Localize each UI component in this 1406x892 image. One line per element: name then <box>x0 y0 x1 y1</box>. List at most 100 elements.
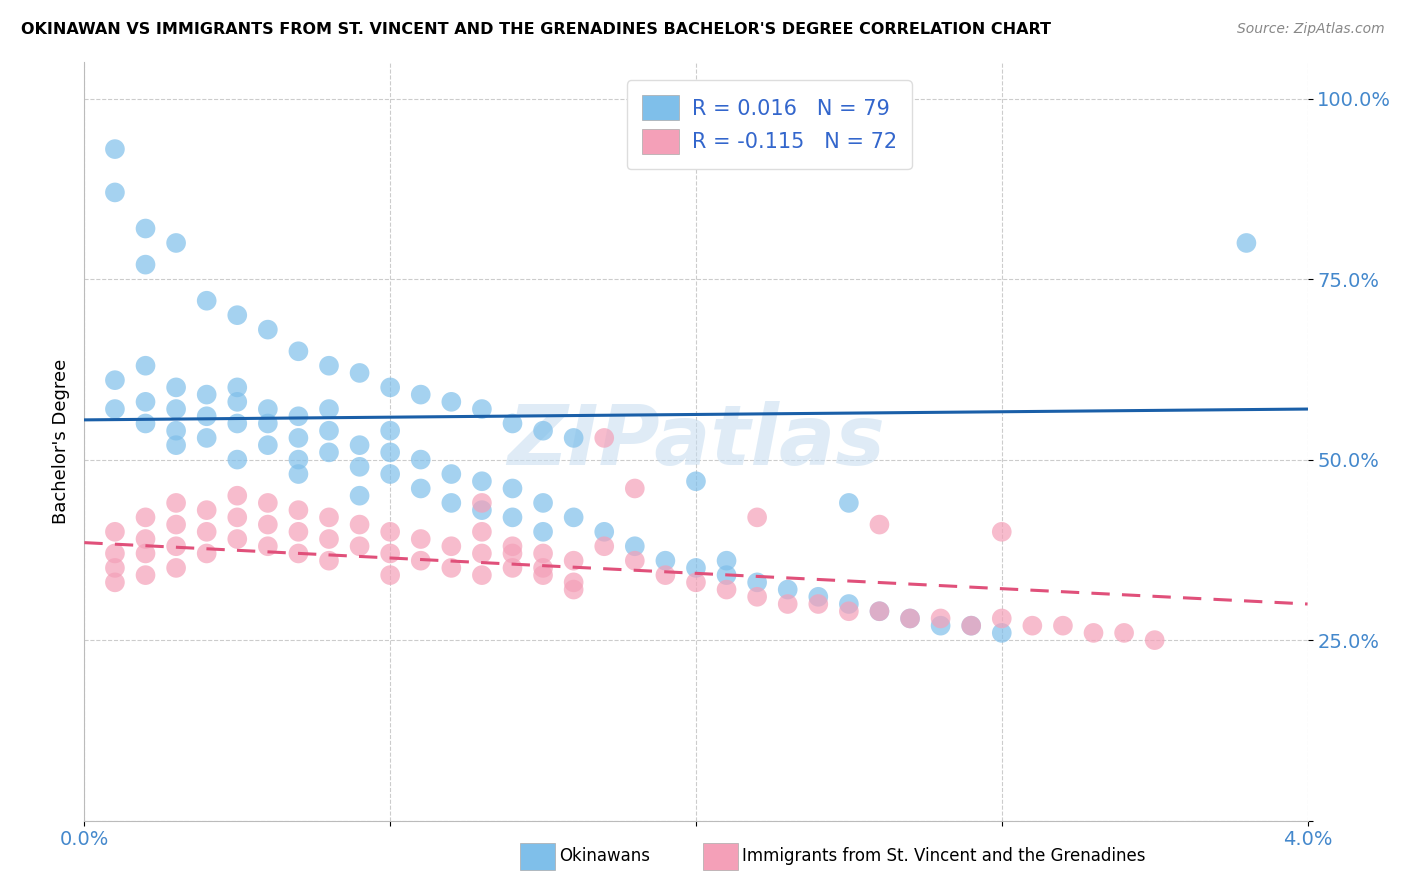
Point <box>838 597 860 611</box>
Point <box>716 568 738 582</box>
Point <box>502 561 524 575</box>
Point <box>104 561 127 575</box>
Point <box>287 503 309 517</box>
Point <box>654 554 676 568</box>
Point <box>409 554 432 568</box>
Point <box>807 590 830 604</box>
Point <box>380 546 402 560</box>
Point <box>747 590 769 604</box>
Point <box>471 546 494 560</box>
Point <box>409 387 432 401</box>
Point <box>287 546 309 560</box>
Point <box>195 293 218 308</box>
Point <box>318 402 340 417</box>
Point <box>165 561 187 575</box>
Point <box>1052 618 1074 632</box>
Point <box>349 517 371 532</box>
Point <box>531 546 554 560</box>
Point <box>960 618 983 632</box>
Point <box>531 568 554 582</box>
Point <box>898 611 921 625</box>
Point <box>165 380 187 394</box>
Point <box>531 496 554 510</box>
Point <box>838 496 860 510</box>
Point <box>257 417 280 431</box>
Point <box>380 380 402 394</box>
Point <box>624 539 647 553</box>
Point <box>562 431 585 445</box>
Point <box>409 482 432 496</box>
Point <box>318 445 340 459</box>
Point <box>807 597 830 611</box>
Point <box>349 539 371 553</box>
Point <box>502 546 524 560</box>
Point <box>226 417 249 431</box>
Point <box>471 402 494 417</box>
Point <box>380 445 402 459</box>
Point <box>195 431 218 445</box>
Point <box>257 402 280 417</box>
Point <box>991 611 1014 625</box>
Point <box>349 438 371 452</box>
Point <box>226 308 249 322</box>
Point <box>747 510 769 524</box>
Text: OKINAWAN VS IMMIGRANTS FROM ST. VINCENT AND THE GRENADINES BACHELOR'S DEGREE COR: OKINAWAN VS IMMIGRANTS FROM ST. VINCENT … <box>21 22 1052 37</box>
Point <box>104 373 127 387</box>
Point <box>471 496 494 510</box>
Point <box>531 561 554 575</box>
Point <box>440 496 463 510</box>
Point <box>165 402 187 417</box>
Point <box>287 431 309 445</box>
Point <box>440 467 463 481</box>
Point <box>1114 626 1136 640</box>
Point <box>195 546 218 560</box>
Point <box>869 604 891 618</box>
Point <box>531 524 554 539</box>
Point <box>104 575 127 590</box>
Point <box>287 467 309 481</box>
Point <box>380 524 402 539</box>
Point <box>165 539 187 553</box>
Point <box>562 575 585 590</box>
Point <box>531 424 554 438</box>
Point <box>471 524 494 539</box>
Point <box>440 394 463 409</box>
Point <box>226 452 249 467</box>
Point <box>562 510 585 524</box>
Point <box>654 568 676 582</box>
Point <box>165 517 187 532</box>
Point <box>960 618 983 632</box>
Point <box>287 452 309 467</box>
Point <box>165 424 187 438</box>
Point <box>104 546 127 560</box>
Point <box>318 510 340 524</box>
Point <box>1083 626 1105 640</box>
Point <box>440 539 463 553</box>
Point <box>349 459 371 474</box>
Text: Immigrants from St. Vincent and the Grenadines: Immigrants from St. Vincent and the Gren… <box>742 847 1146 865</box>
Point <box>838 604 860 618</box>
Point <box>685 475 707 489</box>
Point <box>593 431 616 445</box>
Point <box>409 452 432 467</box>
Point <box>257 496 280 510</box>
Point <box>104 524 127 539</box>
Point <box>929 618 952 632</box>
Text: Source: ZipAtlas.com: Source: ZipAtlas.com <box>1237 22 1385 37</box>
Point <box>776 597 799 611</box>
Point <box>991 626 1014 640</box>
Point <box>135 359 157 373</box>
Point <box>135 532 157 546</box>
Point <box>226 510 249 524</box>
Point <box>135 221 157 235</box>
Point <box>562 582 585 597</box>
Point <box>898 611 921 625</box>
Point <box>502 539 524 553</box>
Point <box>135 394 157 409</box>
Legend: R = 0.016   N = 79, R = -0.115   N = 72: R = 0.016 N = 79, R = -0.115 N = 72 <box>627 80 911 169</box>
Point <box>471 475 494 489</box>
Point <box>257 323 280 337</box>
Point <box>104 186 127 200</box>
Y-axis label: Bachelor's Degree: Bachelor's Degree <box>52 359 70 524</box>
Point <box>593 539 616 553</box>
